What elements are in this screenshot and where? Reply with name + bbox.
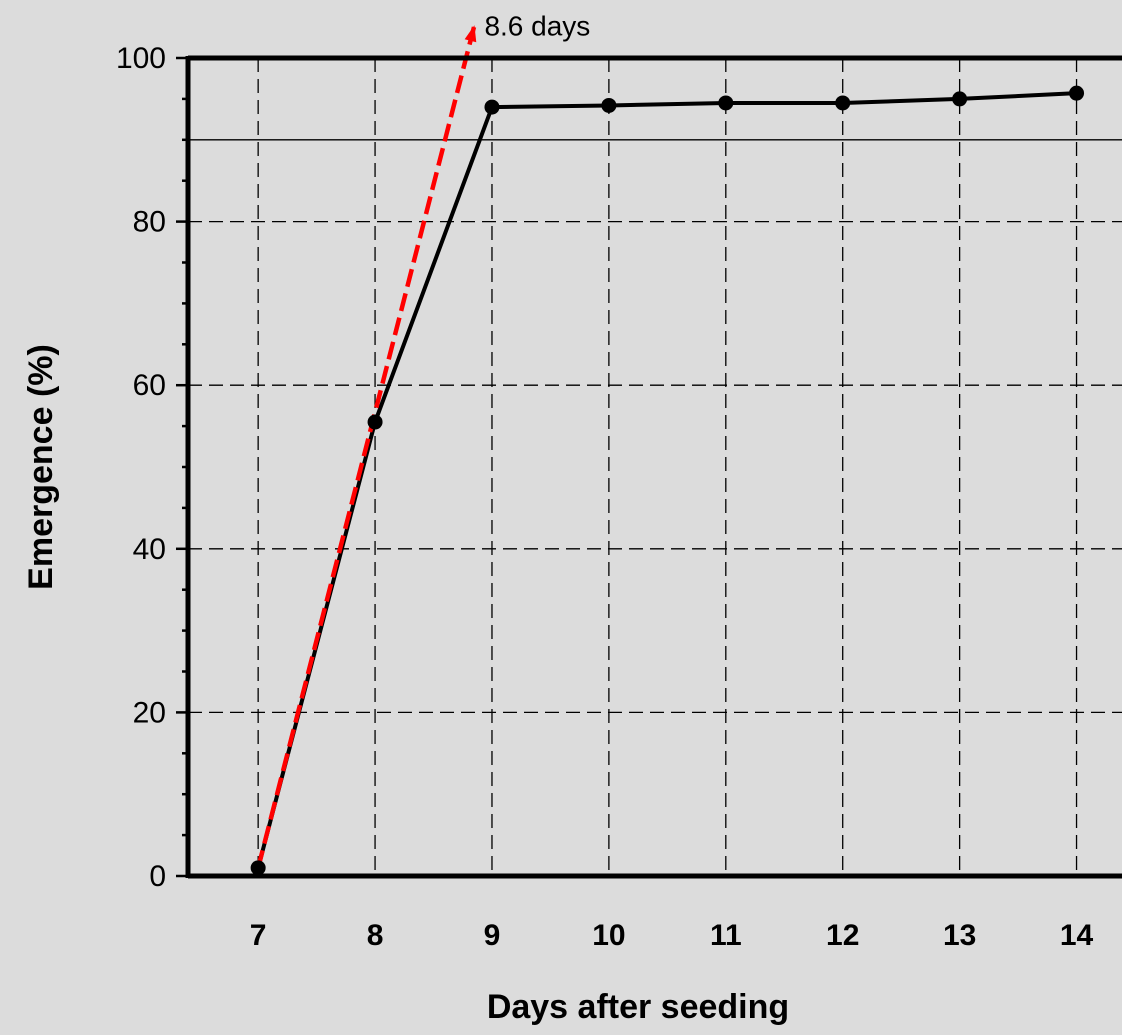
y-tick-label: 60 — [133, 369, 166, 402]
data-point — [718, 95, 734, 111]
y-tick-label: 80 — [133, 206, 166, 239]
x-axis-title: Days after seeding — [487, 988, 789, 1026]
annotation-label: 8.6 days — [484, 10, 590, 41]
grid-layer — [188, 58, 1122, 876]
tick-label-layer: 0 20 40 60 80 100 7 8 9 10 11 12 13 14 — [116, 42, 1094, 952]
axis-layer — [176, 55, 1122, 879]
x-tick-label: 14 — [1060, 919, 1094, 952]
data-point — [484, 99, 500, 115]
x-tick-label: 10 — [592, 919, 625, 952]
x-tick-label: 11 — [710, 919, 742, 952]
x-tick-label: 9 — [484, 919, 501, 952]
series-layer — [256, 91, 1077, 869]
series-line — [256, 91, 1077, 869]
annotation-layer: 8.6 days — [250, 10, 1085, 876]
x-tick-label: 12 — [826, 919, 859, 952]
y-axis-title: Emergence (%) — [22, 344, 60, 590]
x-tick-label: 13 — [943, 919, 976, 952]
regression-arrow-line — [255, 24, 477, 869]
data-point — [250, 860, 266, 876]
y-tick-label: 0 — [149, 860, 166, 893]
data-point — [601, 97, 617, 113]
data-point — [1069, 85, 1085, 101]
data-point — [367, 414, 383, 430]
data-point — [952, 91, 968, 107]
y-tick-label: 100 — [116, 42, 166, 75]
arrowhead-icon — [464, 25, 477, 43]
data-point — [835, 95, 851, 111]
x-tick-label: 7 — [250, 919, 267, 952]
y-tick-label: 40 — [133, 533, 166, 566]
x-tick-label: 8 — [367, 919, 384, 952]
y-tick-label: 20 — [133, 696, 166, 729]
